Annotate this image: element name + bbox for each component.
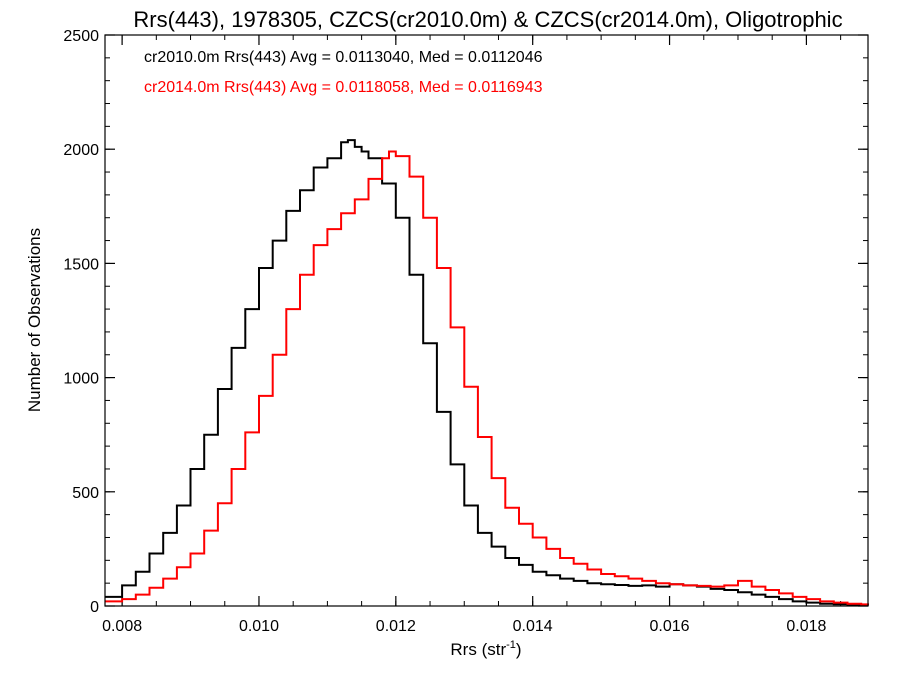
plot-frame: [104, 34, 869, 607]
y-tick-label: 1500: [63, 256, 99, 273]
y-axis-label: Number of Observations: [25, 228, 44, 412]
y-tick-label: 500: [72, 485, 99, 502]
y-tick-label: 2000: [63, 142, 99, 159]
x-tick-label: 0.008: [102, 618, 142, 635]
x-tick-label: 0.016: [650, 618, 690, 635]
x-tick-label: 0.010: [239, 618, 279, 635]
tick-labels: 0.008 0.010 0.012 0.014 0.016 0.018 0 500 1000 15…: [63, 28, 826, 635]
y-tick-label: 1000: [63, 371, 99, 388]
legend-entry-cr2014: cr2014.0m Rrs(443) Avg = 0.0118058, Med …: [144, 79, 543, 96]
y-tick-label: 0: [90, 599, 99, 616]
plot-series: [105, 139, 869, 607]
x-axis-label-main: Rrs (str: [450, 640, 506, 659]
x-tick-label: 0.018: [786, 618, 826, 635]
series-line-1: [105, 139, 869, 607]
legend-entry-cr2010: cr2010.0m Rrs(443) Avg = 0.0113040, Med …: [144, 49, 543, 66]
x-axis-label-superscript: -1: [506, 639, 516, 651]
series-line-2: [105, 150, 869, 606]
x-axis-label-tail: ): [516, 640, 522, 659]
x-axis-label: Rrs (str-1): [450, 639, 521, 659]
x-tick-label: 0.014: [513, 618, 553, 635]
y-tick-label: 2500: [63, 28, 99, 45]
chart-title: Rrs(443), 1978305, CZCS(cr2010.0m) & CZC…: [133, 7, 842, 32]
x-tick-label: 0.012: [376, 618, 416, 635]
